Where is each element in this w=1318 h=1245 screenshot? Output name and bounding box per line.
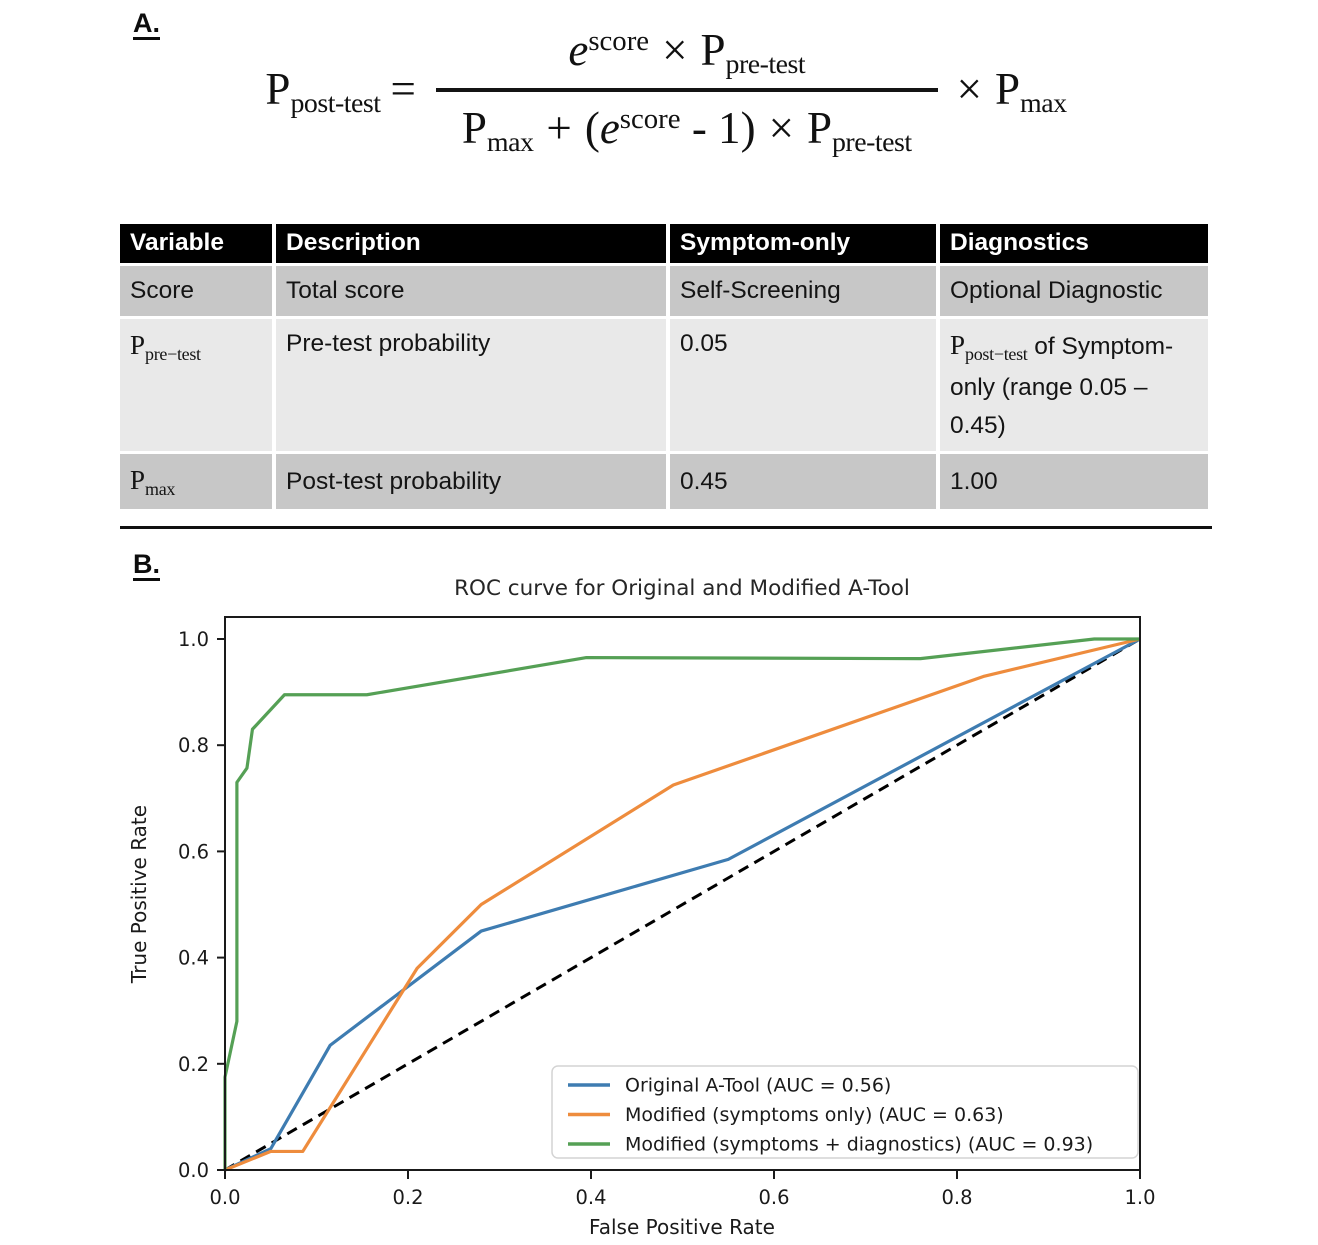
x-axis-label: False Positive Rate [589, 1215, 775, 1239]
formula-rhs: × Pmax [956, 64, 1067, 119]
table-cell: Score [120, 266, 276, 319]
table-cell: Pre-test probability [276, 318, 670, 454]
y-axis-label: True Positive Rate [127, 805, 151, 984]
table-cell: Self-Screening [670, 266, 940, 319]
table-cell: Post-test probability [276, 453, 670, 513]
table-cell: 0.05 [670, 318, 940, 454]
roc-series-0 [224, 637, 1141, 1172]
table-cell: Total score [276, 266, 670, 319]
x-tick-label: 0.4 [575, 1186, 606, 1209]
post-test-probability-formula: Ppost-test = escore × Ppre-test Pmax + (esco… [0, 24, 1318, 158]
table-cell: Optional Diagnostic [940, 266, 1212, 319]
column-header: Variable [120, 224, 276, 266]
roc-curve-chart: ROC curve for Original and Modified A-To… [127, 576, 1156, 1239]
table-cell: Ppost−test of Symptom-only (range 0.05 –… [940, 318, 1212, 454]
section-divider [120, 526, 1212, 529]
table-cell: 0.45 [670, 453, 940, 513]
roc-series-2 [223, 637, 1140, 1170]
equals-sign: = [390, 64, 416, 114]
formula-numerator: escore × Ppre-test [568, 25, 806, 80]
x-tick-label: 0.0 [209, 1186, 240, 1209]
y-tick-label: 1.0 [178, 628, 209, 651]
formula-lhs: Ppost-test [265, 64, 381, 119]
x-tick-label: 1.0 [1124, 1186, 1155, 1209]
legend-label-0: Original A-Tool (AUC = 0.56) [625, 1075, 891, 1097]
table-cell: Pmax [120, 453, 276, 513]
y-tick-label: 0.0 [178, 1159, 209, 1182]
chance-diagonal-line [224, 637, 1141, 1172]
chart-title: ROC curve for Original and Modified A-To… [454, 576, 910, 601]
table-cell: Ppre−test [120, 318, 276, 454]
table-row: Score Total score Self-Screening Optional D… [120, 266, 1212, 319]
table-row: Ppre−test Pre-test probability 0.05 Ppost−t… [120, 318, 1212, 454]
column-header: Description [276, 224, 670, 266]
legend-box [551, 1065, 1139, 1159]
panel-b-label: B. [133, 549, 160, 579]
plot-border [224, 616, 1141, 1171]
variables-table: Variable Description Symptom-only Diagnosti… [120, 224, 1212, 513]
y-tick-label: 0.2 [178, 1053, 209, 1076]
table-cell: 1.00 [940, 453, 1212, 513]
variables-table-body: Score Total score Self-Screening Optional D… [120, 266, 1212, 513]
formula-fraction: escore × Ppre-test Pmax + (escore - 1) × Ppre-… [435, 24, 938, 158]
y-tick-label: 0.6 [178, 840, 209, 863]
legend-label-1: Modified (symptoms only) (AUC = 0.63) [625, 1104, 1004, 1126]
x-tick-label: 0.8 [941, 1186, 972, 1209]
x-tick-label: 0.6 [758, 1186, 789, 1209]
x-tick-label: 0.2 [392, 1186, 423, 1209]
panel-a-label: A. [133, 8, 160, 38]
table-row: Pmax Post-test probability 0.45 1.00 [120, 453, 1212, 513]
roc-series-1 [224, 637, 1141, 1172]
formula-denominator: Pmax + (escore - 1) × Ppre-test [435, 88, 938, 158]
legend-label-2: Modified (symptoms + diagnostics) (AUC =… [625, 1134, 1093, 1156]
table-header-row: Variable Description Symptom-only Diagnosti… [120, 224, 1212, 266]
y-tick-label: 0.4 [178, 947, 209, 970]
column-header: Diagnostics [940, 224, 1212, 266]
y-tick-label: 0.8 [178, 734, 209, 757]
column-header: Symptom-only [670, 224, 940, 266]
